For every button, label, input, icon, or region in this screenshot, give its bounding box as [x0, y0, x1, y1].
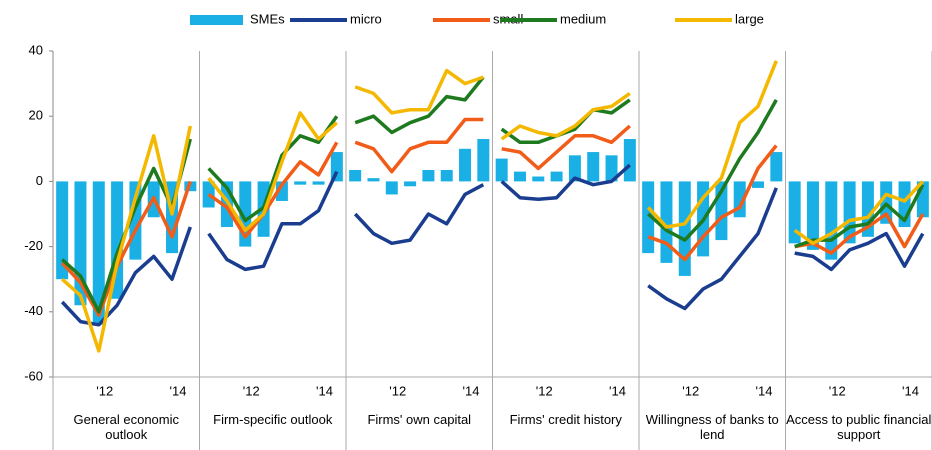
bar [294, 181, 307, 185]
bar [642, 181, 655, 254]
legend-label: SMEs [250, 11, 285, 26]
line [354, 76, 485, 135]
line [354, 117, 484, 174]
bar [385, 181, 398, 195]
bar [678, 181, 691, 276]
x-tick-label: '12 [829, 383, 846, 398]
line [646, 60, 778, 229]
bar [312, 181, 325, 185]
y-tick-label: -60 [24, 368, 43, 383]
x-tick-label: '14 [756, 383, 773, 398]
x-tick-label: '12 [243, 383, 260, 398]
line [647, 187, 778, 311]
legend-label: large [735, 11, 764, 26]
panel-label: Willingness of banks to lend [645, 412, 779, 442]
bar [770, 152, 783, 182]
legend-swatch [190, 15, 243, 25]
panel-label: Firms' own capital [367, 412, 472, 427]
bar [404, 181, 417, 187]
bar [568, 155, 581, 182]
x-tick-label: '14 [609, 383, 626, 398]
line [354, 68, 484, 115]
bar [623, 139, 636, 182]
line [207, 170, 339, 272]
line [647, 99, 778, 242]
line [793, 180, 925, 246]
x-tick-label: '12 [389, 383, 406, 398]
bar [495, 158, 508, 182]
line [501, 124, 631, 171]
x-tick-label: '14 [316, 383, 333, 398]
legend-label: micro [350, 11, 382, 26]
y-tick-label: -40 [24, 303, 43, 318]
y-tick-label: 20 [29, 108, 43, 123]
line [794, 212, 925, 255]
bar [806, 181, 819, 250]
x-tick-label: '12 [682, 383, 699, 398]
line [61, 125, 193, 353]
bar [422, 169, 435, 182]
bar [367, 178, 380, 182]
panel-label: Access to public financial support [786, 412, 932, 442]
bar [56, 181, 69, 280]
bar [477, 139, 490, 182]
panel-label: Firm-specific outlook [213, 412, 333, 427]
bar [459, 148, 472, 182]
y-tick-label: -20 [24, 238, 43, 253]
x-tick-label: '14 [170, 383, 187, 398]
line [207, 115, 339, 223]
bar [605, 155, 618, 182]
x-tick-label: '14 [902, 383, 919, 398]
bar [92, 181, 105, 325]
line [794, 231, 925, 272]
line [207, 141, 339, 239]
bar [587, 152, 600, 182]
bar [532, 176, 545, 182]
line [60, 180, 192, 317]
x-tick-label: '14 [463, 383, 480, 398]
line [207, 111, 338, 233]
line [353, 183, 485, 246]
bar [202, 181, 215, 208]
x-tick-label: '12 [96, 383, 113, 398]
bar [513, 171, 526, 182]
line [500, 163, 631, 202]
bar [752, 181, 765, 188]
y-tick-label: 40 [29, 42, 43, 57]
x-tick-label: '12 [536, 383, 553, 398]
line [647, 144, 778, 262]
line [500, 91, 631, 141]
y-tick-label: 0 [36, 173, 43, 188]
legend-label: medium [560, 11, 606, 26]
panel-label: General economic outlook [73, 412, 180, 442]
bar [440, 169, 453, 182]
panel-label: Firms' credit history [509, 412, 622, 427]
bar [349, 169, 362, 182]
line [60, 226, 192, 327]
bar [788, 181, 801, 244]
bar [550, 171, 563, 182]
